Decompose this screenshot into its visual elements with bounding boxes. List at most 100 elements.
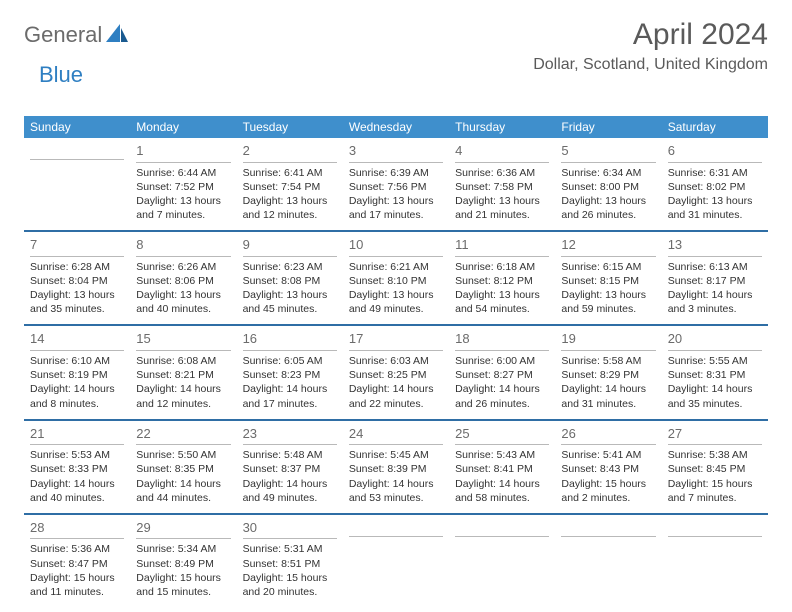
sunrise-line: Sunrise: 5:48 AM (243, 448, 337, 462)
sunrise-line: Sunrise: 6:34 AM (561, 166, 655, 180)
daylight-line-1: Daylight: 15 hours (136, 571, 230, 585)
sunrise-line: Sunrise: 5:45 AM (349, 448, 443, 462)
sunrise-line: Sunrise: 5:41 AM (561, 448, 655, 462)
day-number: 25 (455, 423, 549, 446)
sunrise-line: Sunrise: 6:10 AM (30, 354, 124, 368)
day-cell (24, 138, 130, 231)
sunrise-line: Sunrise: 5:53 AM (30, 448, 124, 462)
sunrise-line: Sunrise: 6:05 AM (243, 354, 337, 368)
day-cell (343, 514, 449, 607)
day-number: 5 (561, 140, 655, 163)
daylight-line-2: and 21 minutes. (455, 208, 549, 222)
sunset-line: Sunset: 8:27 PM (455, 368, 549, 382)
day-cell: 22Sunrise: 5:50 AMSunset: 8:35 PMDayligh… (130, 420, 236, 514)
empty-day (30, 140, 124, 160)
empty-day (455, 517, 549, 537)
sunset-line: Sunset: 8:31 PM (668, 368, 762, 382)
calendar-table: Sunday Monday Tuesday Wednesday Thursday… (24, 116, 768, 607)
day-cell: 16Sunrise: 6:05 AMSunset: 8:23 PMDayligh… (237, 325, 343, 419)
sunset-line: Sunset: 8:06 PM (136, 274, 230, 288)
day-number: 16 (243, 328, 337, 351)
empty-day (668, 517, 762, 537)
day-cell: 30Sunrise: 5:31 AMSunset: 8:51 PMDayligh… (237, 514, 343, 607)
daylight-line-2: and 49 minutes. (349, 302, 443, 316)
logo-text-general: General (24, 22, 102, 48)
daylight-line-1: Daylight: 14 hours (349, 382, 443, 396)
daylight-line-2: and 12 minutes. (243, 208, 337, 222)
daylight-line-2: and 44 minutes. (136, 491, 230, 505)
sunrise-line: Sunrise: 6:00 AM (455, 354, 549, 368)
daylight-line-2: and 8 minutes. (30, 397, 124, 411)
sunset-line: Sunset: 8:29 PM (561, 368, 655, 382)
daylight-line-1: Daylight: 14 hours (349, 477, 443, 491)
daylight-line-1: Daylight: 14 hours (243, 477, 337, 491)
sunrise-line: Sunrise: 6:44 AM (136, 166, 230, 180)
daylight-line-1: Daylight: 15 hours (561, 477, 655, 491)
day-number: 18 (455, 328, 549, 351)
day-cell: 18Sunrise: 6:00 AMSunset: 8:27 PMDayligh… (449, 325, 555, 419)
day-number: 28 (30, 517, 124, 540)
day-number: 7 (30, 234, 124, 257)
sunrise-line: Sunrise: 5:43 AM (455, 448, 549, 462)
daylight-line-2: and 12 minutes. (136, 397, 230, 411)
daylight-line-1: Daylight: 13 hours (136, 288, 230, 302)
sunset-line: Sunset: 8:35 PM (136, 462, 230, 476)
day-cell: 29Sunrise: 5:34 AMSunset: 8:49 PMDayligh… (130, 514, 236, 607)
week-row: 28Sunrise: 5:36 AMSunset: 8:47 PMDayligh… (24, 514, 768, 607)
day-cell: 13Sunrise: 6:13 AMSunset: 8:17 PMDayligh… (662, 231, 768, 325)
sunrise-line: Sunrise: 6:23 AM (243, 260, 337, 274)
sunset-line: Sunset: 8:41 PM (455, 462, 549, 476)
day-cell (449, 514, 555, 607)
sunset-line: Sunset: 8:17 PM (668, 274, 762, 288)
logo: General (24, 18, 130, 48)
daylight-line-2: and 2 minutes. (561, 491, 655, 505)
daylight-line-1: Daylight: 13 hours (243, 288, 337, 302)
daylight-line-1: Daylight: 14 hours (455, 477, 549, 491)
day-number: 29 (136, 517, 230, 540)
day-cell: 21Sunrise: 5:53 AMSunset: 8:33 PMDayligh… (24, 420, 130, 514)
sunset-line: Sunset: 8:45 PM (668, 462, 762, 476)
sunrise-line: Sunrise: 6:13 AM (668, 260, 762, 274)
logo-sail-icon (106, 24, 128, 47)
sunset-line: Sunset: 7:54 PM (243, 180, 337, 194)
dayhead-sun: Sunday (24, 116, 130, 138)
day-cell: 20Sunrise: 5:55 AMSunset: 8:31 PMDayligh… (662, 325, 768, 419)
day-number: 23 (243, 423, 337, 446)
logo-text-blue: Blue (39, 62, 83, 87)
sunrise-line: Sunrise: 6:18 AM (455, 260, 549, 274)
day-cell: 27Sunrise: 5:38 AMSunset: 8:45 PMDayligh… (662, 420, 768, 514)
day-cell: 17Sunrise: 6:03 AMSunset: 8:25 PMDayligh… (343, 325, 449, 419)
daylight-line-1: Daylight: 14 hours (136, 477, 230, 491)
sunset-line: Sunset: 8:15 PM (561, 274, 655, 288)
day-number: 3 (349, 140, 443, 163)
day-cell (662, 514, 768, 607)
daylight-line-2: and 35 minutes. (668, 397, 762, 411)
sunrise-line: Sunrise: 6:26 AM (136, 260, 230, 274)
sunrise-line: Sunrise: 6:31 AM (668, 166, 762, 180)
day-cell: 14Sunrise: 6:10 AMSunset: 8:19 PMDayligh… (24, 325, 130, 419)
day-cell: 8Sunrise: 6:26 AMSunset: 8:06 PMDaylight… (130, 231, 236, 325)
daylight-line-1: Daylight: 13 hours (136, 194, 230, 208)
empty-day (349, 517, 443, 537)
sunrise-line: Sunrise: 6:08 AM (136, 354, 230, 368)
week-row: 14Sunrise: 6:10 AMSunset: 8:19 PMDayligh… (24, 325, 768, 419)
sunset-line: Sunset: 8:23 PM (243, 368, 337, 382)
day-number: 27 (668, 423, 762, 446)
daylight-line-2: and 59 minutes. (561, 302, 655, 316)
week-row: 1Sunrise: 6:44 AMSunset: 7:52 PMDaylight… (24, 138, 768, 231)
dayhead-fri: Friday (555, 116, 661, 138)
empty-day (561, 517, 655, 537)
day-cell: 19Sunrise: 5:58 AMSunset: 8:29 PMDayligh… (555, 325, 661, 419)
daylight-line-1: Daylight: 13 hours (668, 194, 762, 208)
daylight-line-1: Daylight: 13 hours (349, 288, 443, 302)
day-number: 11 (455, 234, 549, 257)
month-title: April 2024 (533, 18, 768, 52)
day-cell: 5Sunrise: 6:34 AMSunset: 8:00 PMDaylight… (555, 138, 661, 231)
day-number: 24 (349, 423, 443, 446)
day-number: 20 (668, 328, 762, 351)
day-cell (555, 514, 661, 607)
daylight-line-1: Daylight: 14 hours (136, 382, 230, 396)
day-number: 9 (243, 234, 337, 257)
sunrise-line: Sunrise: 6:36 AM (455, 166, 549, 180)
week-row: 21Sunrise: 5:53 AMSunset: 8:33 PMDayligh… (24, 420, 768, 514)
